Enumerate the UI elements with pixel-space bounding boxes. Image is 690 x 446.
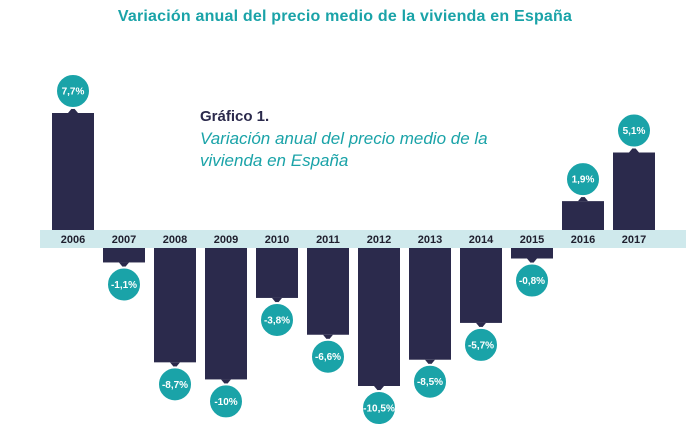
bar-2008 (154, 248, 196, 363)
bar-2016 (562, 201, 604, 230)
tick-label-2006: 2006 (61, 234, 85, 246)
tick-label-2012: 2012 (367, 234, 391, 246)
data-bubble-2014 (463, 326, 499, 363)
pointer-2014 (476, 322, 486, 329)
tick-label-2017: 2017 (622, 234, 646, 246)
tick-label-2013: 2013 (418, 234, 442, 246)
page-title: Variación anual del precio medio de la v… (117, 8, 573, 25)
bar-2015 (511, 248, 553, 259)
pointer-2011 (323, 334, 333, 341)
pointer-2016 (578, 195, 588, 202)
data-bubble-2017 (616, 112, 652, 149)
data-label-2012: -10,5% (363, 404, 395, 415)
tick-label-2010: 2010 (265, 234, 289, 246)
tick-label-2007: 2007 (112, 234, 136, 246)
tick-label-2014: 2014 (469, 234, 494, 246)
pointer-2008 (170, 362, 180, 369)
data-label-2014: -5,7% (468, 340, 494, 351)
data-bubble-2016 (565, 161, 601, 198)
data-bubble-2013 (412, 363, 448, 400)
bar-2013 (409, 248, 451, 360)
x-axis-band (40, 230, 686, 248)
data-bubble-2006 (55, 73, 91, 109)
data-bubble-2011 (310, 338, 346, 375)
pointer-2017 (629, 146, 639, 153)
pointer-2015 (527, 258, 537, 265)
pointer-2012 (374, 386, 384, 392)
data-bubble-2007 (106, 266, 142, 303)
bar-2014 (460, 248, 502, 323)
data-bubble-2012 (361, 390, 397, 426)
data-label-2008: -8,7% (162, 380, 188, 391)
bar-2007 (103, 248, 145, 263)
pointer-2013 (425, 359, 435, 366)
bar-2006 (52, 113, 94, 230)
data-bubble-2008 (157, 366, 193, 403)
bar-2012 (358, 248, 400, 386)
pointer-2010 (272, 297, 282, 304)
data-label-2009: -10% (214, 397, 237, 408)
bar-2017 (613, 152, 655, 230)
tick-label-2015: 2015 (520, 234, 544, 246)
caption-text: Variación anual del precio medio de la v… (200, 129, 488, 170)
data-label-2007: -1,1% (111, 280, 137, 291)
bar-2011 (307, 248, 349, 335)
pointer-2006 (68, 107, 78, 113)
data-label-2010: -3,8% (264, 315, 290, 326)
bar-2009 (205, 248, 247, 380)
caption-label: Gráfico 1. (200, 108, 270, 125)
data-bubble-2009 (208, 383, 244, 420)
tick-label-2008: 2008 (163, 234, 187, 246)
tick-label-2011: 2011 (316, 234, 340, 246)
data-label-2013: -8,5% (417, 377, 443, 388)
data-label-2006: 7,7% (62, 87, 85, 98)
bar-2010 (256, 248, 298, 298)
tick-label-2016: 2016 (571, 234, 595, 246)
data-label-2017: 5,1% (623, 126, 646, 137)
data-bubble-2010 (259, 301, 295, 338)
tick-label-2009: 2009 (214, 234, 238, 246)
pointer-2007 (119, 262, 129, 269)
data-label-2016: 1,9% (572, 175, 595, 186)
pointer-2009 (221, 379, 231, 386)
data-bubble-2015 (514, 262, 550, 299)
data-label-2015: -0,8% (519, 276, 545, 287)
chart-caption: Gráfico 1. Variación anual del precio me… (200, 108, 530, 172)
data-label-2011: -6,6% (315, 352, 341, 363)
